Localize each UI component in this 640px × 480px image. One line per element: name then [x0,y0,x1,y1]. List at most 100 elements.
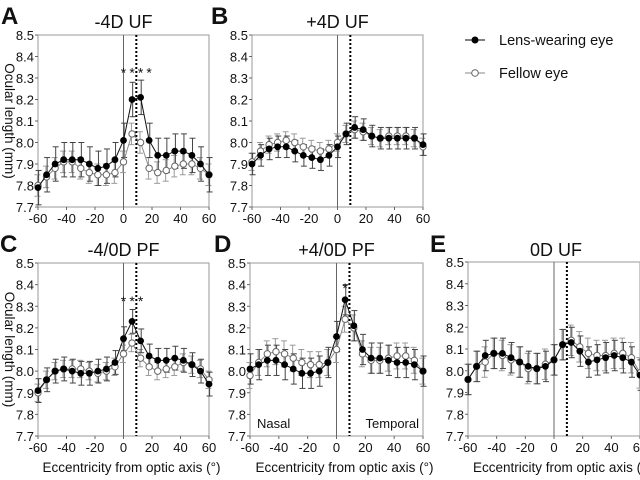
lens-data-point [171,354,179,362]
lens-data-point [274,143,282,151]
fellow-data-point [119,158,128,166]
fellow-data-point [171,363,179,371]
lens-data-point [85,369,93,377]
y-tick-label: 8.5 [16,28,34,43]
lens-data-point [567,339,575,346]
fellow-data-point [282,136,290,145]
lens-data-point [359,346,366,353]
y-tick-label: 8.2 [446,320,464,335]
y-tick-label: 7.7 [446,429,464,444]
fellow-data-point [584,349,593,358]
lens-data-point [533,365,541,372]
y-tick-label: 8.2 [16,321,34,336]
lens-data-point [77,156,85,164]
lens-data-point [94,164,102,172]
lens-data-point [376,354,384,362]
x-tick-label: 40 [387,440,401,455]
y-tick-label: 7.8 [446,407,464,422]
x-tick-label: 0 [333,440,340,455]
lens-data-point [507,354,515,362]
significance-asterisk: * [129,293,135,309]
x-tick-label: 60 [633,440,640,455]
y-tick-label: 8.0 [228,364,246,379]
lens-data-point [111,156,119,164]
y-tick-label: 8.3 [446,299,464,314]
y-tick-label: 8.2 [230,93,248,108]
fellow-data-point [77,164,85,173]
significance-asterisk: * [342,280,348,296]
x-tick-label: 60 [202,211,216,226]
lens-data-point [464,376,472,383]
y-tick-label: 8.5 [230,28,248,43]
y-tick-label: 8.0 [230,136,248,151]
lens-data-point [68,367,76,375]
lens-data-point [499,349,506,357]
lens-data-point [145,352,153,360]
lens-data-point [111,359,119,366]
lens-data-point [334,143,341,151]
lens-data-point [255,361,263,369]
lens-data-point [298,369,306,377]
y-tick-label: 8.4 [228,278,246,293]
panel-letter: E [430,231,446,258]
fellow-data-point [102,171,111,179]
lens-data-point [154,356,162,364]
panel-title: +4/0D PF [298,240,375,260]
lens-data-point [393,359,401,366]
fellow-data-point [128,130,136,138]
lens-data-point [341,296,349,304]
significance-asterisk: * [121,65,127,81]
x-tick-label: 40 [604,440,618,455]
panel-c: C -4/0D PF7.77.87.98.08.18.28.38.48.5-60-… [0,231,220,475]
lens-data-point [103,162,110,170]
x-tick-label: -60 [29,440,48,455]
fellow-data-point [154,168,162,177]
fellow-data-point [280,350,289,358]
lens-data-point [342,130,350,138]
lens-data-point [162,152,170,159]
legend-lens-label: Lens-wearing eye [499,33,613,49]
y-tick-label: 8.3 [228,299,246,314]
lens-data-point [145,136,153,144]
x-tick-label: 20 [145,440,159,455]
panel-e: E 0D UF 7.7 7.8 7.9 8.0 8.1 8.2 8.3 8.4 8.5 -60 -40-… [430,231,640,475]
x-tick-label: -60 [29,211,48,226]
legend-fellow-label: Fellow eye [499,66,568,82]
x-tick-label: -60 [241,440,260,455]
fellow-data-point [111,168,119,177]
x-tick-label: 0 [334,211,341,226]
lens-data-point [137,337,145,345]
lens-data-point [291,147,299,155]
y-tick-label: 8.1 [16,114,34,129]
fellow-data-point [308,145,316,153]
y-tick-label: 8.5 [446,255,464,270]
panel-letter: B [211,3,228,30]
panel-letter: A [1,3,18,30]
lens-data-point [481,352,489,359]
x-tick-label: 20 [358,440,372,455]
lens-data-point [120,335,127,343]
lens-data-point [299,152,307,159]
y-tick-label: 8.4 [230,50,248,65]
fellow-data-point [315,360,323,369]
y-tick-label: 8.4 [16,278,34,293]
lens-data-point [246,365,254,373]
y-tick-label: 8.0 [16,364,34,379]
lens-data-point [77,369,85,377]
panel-title: -4D UF [95,12,153,32]
lens-data-point [324,359,332,366]
lens-data-point [154,152,162,159]
lens-data-point [315,367,323,375]
lens-data-point [350,322,358,330]
lens-data-point [128,317,136,325]
lens-data-point [402,359,410,366]
y-tick-label: 7.9 [230,157,248,172]
fellow-data-point [162,365,170,373]
fellow-data-point [306,360,315,369]
x-tick-label: -40 [269,440,288,455]
fellow-data-point [171,162,179,170]
panel-letter: D [214,231,231,258]
x-tick-label: -20 [86,440,105,455]
lens-data-point [593,356,601,364]
x-axis-label: Eccentricity from optic axis (°) [43,460,221,475]
